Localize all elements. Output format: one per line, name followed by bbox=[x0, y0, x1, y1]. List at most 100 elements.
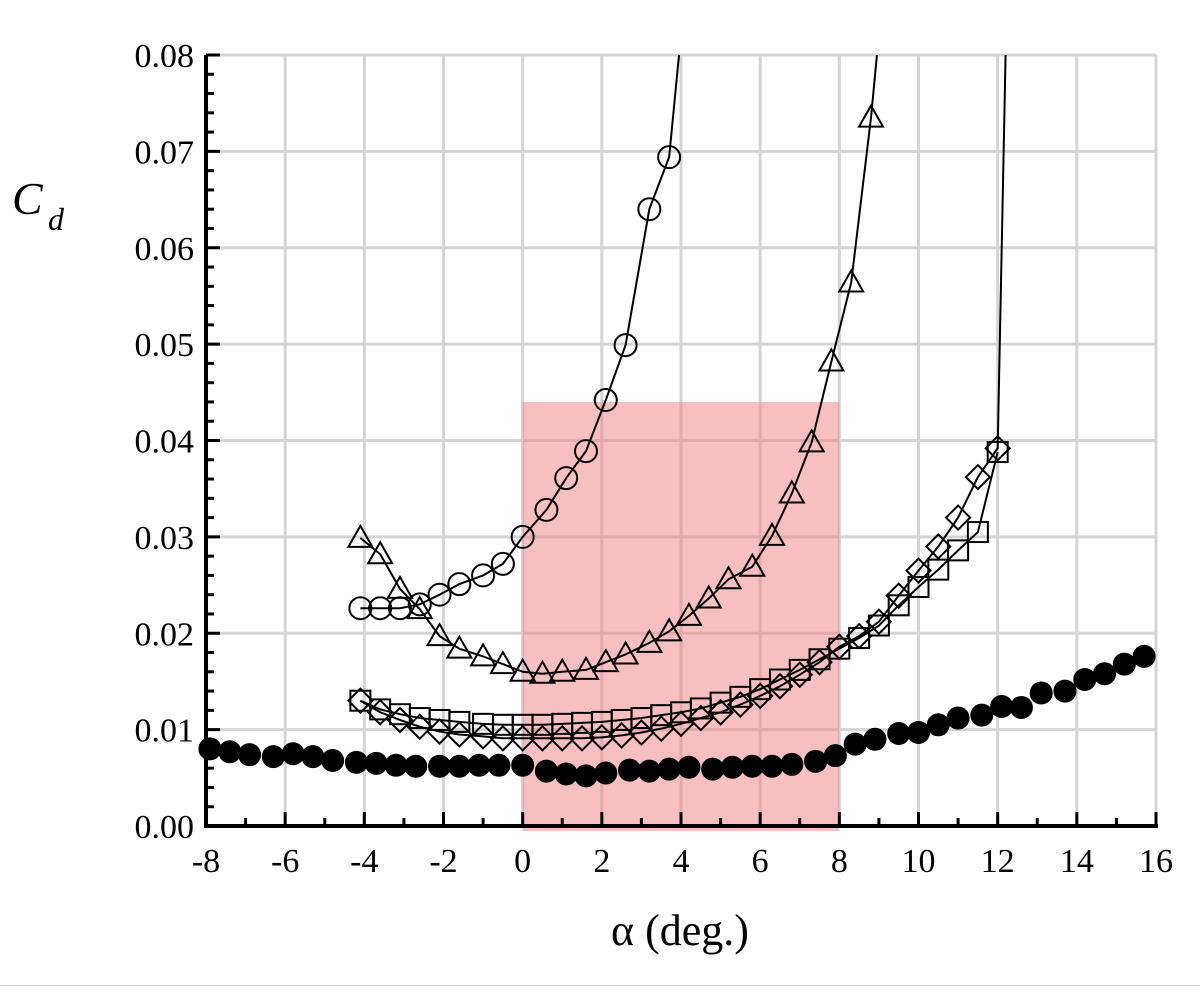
data-point-circle-filled bbox=[511, 753, 535, 777]
bottom-divider bbox=[0, 985, 1200, 986]
data-point-circle-filled bbox=[594, 761, 618, 785]
x-tick-label: -6 bbox=[271, 843, 299, 880]
y-tick-label: 0.08 bbox=[135, 38, 195, 75]
data-point-triangle-open bbox=[655, 617, 683, 642]
x-tick-label: 4 bbox=[673, 843, 690, 880]
data-point-circle-filled bbox=[677, 755, 701, 779]
data-point-triangle-open bbox=[857, 103, 885, 128]
data-point-diamond-open bbox=[548, 724, 576, 752]
y-tick-label: 0.01 bbox=[135, 713, 195, 750]
data-point-circle-filled bbox=[637, 759, 661, 783]
y-tick-label: 0.05 bbox=[135, 327, 195, 364]
series-triangle-open bbox=[346, 54, 885, 684]
data-point-triangle-open bbox=[445, 634, 474, 659]
data-point-circle-filled bbox=[384, 753, 408, 777]
data-point-diamond-open bbox=[489, 724, 517, 752]
x-tick-label: 14 bbox=[1060, 843, 1094, 880]
x-tick-label: 2 bbox=[593, 843, 610, 880]
data-point-triangle-open bbox=[346, 523, 375, 548]
y-tick-label: 0.07 bbox=[135, 134, 195, 171]
data-point-diamond-open bbox=[588, 723, 616, 751]
y-axis-title-subscript: d bbox=[48, 201, 65, 237]
data-point-diamond-open bbox=[865, 608, 893, 636]
data-point-square-open bbox=[448, 710, 471, 733]
data-point-triangle-open bbox=[406, 595, 434, 620]
x-tick-label: 6 bbox=[752, 843, 769, 880]
data-point-triangle-open bbox=[548, 657, 576, 682]
data-point-circle-open bbox=[471, 563, 496, 588]
data-point-diamond-open bbox=[726, 691, 754, 718]
data-point-circle-filled bbox=[218, 740, 242, 764]
data-point-circle-filled bbox=[261, 745, 285, 769]
data-point-circle-open bbox=[348, 596, 373, 621]
data-point-circle-open bbox=[368, 596, 393, 621]
data-point-triangle-open bbox=[469, 642, 497, 667]
data-point-diamond-open bbox=[944, 504, 972, 532]
data-point-circle-filled bbox=[534, 759, 558, 783]
data-point-diamond-open bbox=[766, 672, 794, 700]
data-point-triangle-open bbox=[738, 552, 766, 577]
data-point-circle-open bbox=[510, 524, 535, 549]
series-line-circle-open bbox=[360, 54, 681, 610]
data-point-circle-filled bbox=[907, 721, 930, 745]
data-point-circle-open bbox=[534, 497, 559, 522]
data-point-circle-filled bbox=[281, 742, 305, 766]
y-tick-label: 0.04 bbox=[135, 424, 195, 461]
data-point-triangle-open bbox=[635, 628, 664, 653]
data-point-circle-filled bbox=[1093, 662, 1117, 686]
data-point-circle-open bbox=[574, 439, 598, 464]
data-point-circle-filled bbox=[554, 762, 578, 786]
axes: 0.00 0.01 0.02 0.03 0.04 0.05 0.06 0.07 0.08 -8 -6… bbox=[135, 38, 1174, 880]
x-axis-title: α (deg.) bbox=[611, 906, 749, 955]
data-point-triangle-open bbox=[386, 574, 414, 599]
data-point-triangle-open bbox=[817, 347, 846, 372]
data-point-circle-filled bbox=[740, 754, 764, 778]
data-point-triangle-open bbox=[528, 659, 557, 684]
data-point-diamond-open bbox=[924, 533, 952, 560]
data-point-diamond-open bbox=[426, 718, 453, 745]
data-point-circle-filled bbox=[428, 754, 452, 778]
data-point-circle-filled bbox=[1073, 668, 1097, 692]
x-tick-label: -2 bbox=[429, 843, 457, 880]
data-point-diamond-open bbox=[746, 682, 774, 710]
series-line-triangle-open bbox=[359, 54, 878, 675]
y-tick-label: 0.03 bbox=[135, 520, 195, 557]
x-tick-label: -4 bbox=[350, 843, 378, 880]
data-point-circle-filled bbox=[404, 754, 428, 778]
data-point-triangle-open bbox=[489, 650, 517, 675]
data-point-circle-open bbox=[447, 572, 472, 597]
data-point-circle-filled bbox=[887, 721, 911, 745]
data-point-circle-filled bbox=[1053, 679, 1077, 703]
data-point-circle-filled bbox=[780, 752, 804, 776]
data-point-circle-open bbox=[490, 551, 515, 576]
data-point-diamond-open bbox=[984, 434, 1012, 462]
data-point-circle-filled bbox=[1112, 652, 1136, 676]
data-point-diamond-open bbox=[825, 633, 853, 661]
data-point-circle-filled bbox=[843, 732, 867, 756]
data-point-triangle-open bbox=[572, 655, 600, 680]
data-point-circle-filled bbox=[447, 754, 471, 778]
data-point-square-open bbox=[867, 614, 890, 637]
data-point-circle-open bbox=[593, 388, 618, 413]
data-point-diamond-open bbox=[667, 710, 695, 738]
data-point-circle-open bbox=[637, 197, 662, 222]
x-tick-label: 10 bbox=[902, 843, 936, 880]
y-tick-label: 0.06 bbox=[135, 231, 195, 268]
data-point-diamond-open bbox=[786, 661, 814, 689]
data-point-circle-filled bbox=[344, 750, 368, 774]
series-diamond-open bbox=[346, 54, 1012, 752]
x-tick-label: 16 bbox=[1139, 843, 1173, 880]
data-point-triangle-open bbox=[366, 540, 394, 565]
data-point-circle-filled bbox=[618, 758, 642, 782]
data-point-circle-filled bbox=[574, 764, 598, 788]
data-point-circle-open bbox=[613, 333, 638, 358]
data-point-circle-filled bbox=[487, 753, 511, 777]
data-point-triangle-open bbox=[508, 657, 537, 682]
data-point-diamond-open bbox=[707, 698, 734, 726]
x-tick-label: -8 bbox=[192, 843, 220, 880]
data-point-circle-filled bbox=[970, 703, 994, 727]
y-tick-label: 0.00 bbox=[135, 809, 195, 846]
data-point-circle-filled bbox=[946, 706, 970, 730]
data-point-square-open bbox=[947, 539, 970, 562]
data-point-diamond-open bbox=[845, 622, 873, 650]
